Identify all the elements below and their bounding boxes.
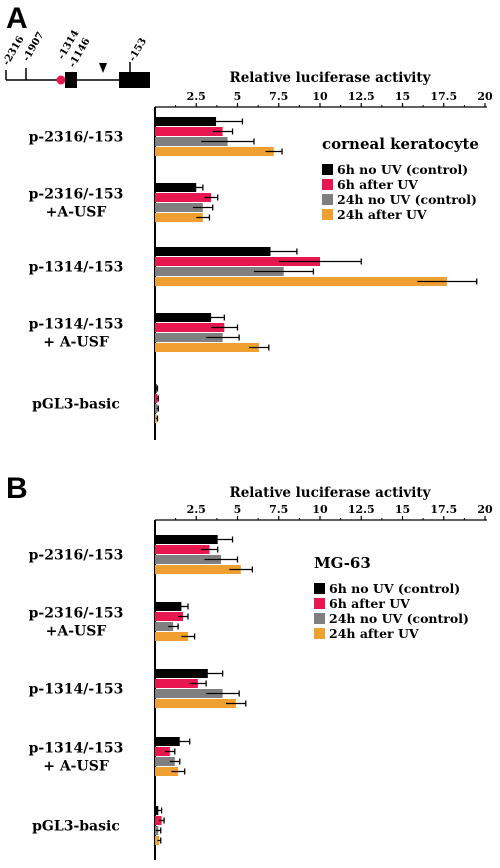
legend-label: 24h no UV (control) bbox=[337, 192, 477, 207]
bar bbox=[155, 137, 228, 146]
legend-label: 24h after UV bbox=[329, 626, 419, 641]
category-label: pGL3-basic bbox=[32, 819, 120, 835]
chart-mg63: Relative luciferase activity 2.5 5 7.5 10 12.… bbox=[29, 485, 493, 860]
legend-swatch bbox=[322, 164, 333, 175]
bar bbox=[155, 632, 188, 641]
triangle-marker bbox=[99, 63, 107, 73]
category-label: pGL3-basic bbox=[32, 397, 120, 413]
bar bbox=[155, 127, 223, 136]
bar bbox=[155, 267, 284, 276]
bar bbox=[155, 535, 218, 544]
legend-label: 24h no UV (control) bbox=[329, 611, 469, 626]
legend-title: corneal keratocyte bbox=[322, 135, 479, 153]
x-tick-label: 7.5 bbox=[269, 90, 288, 103]
legend-swatch bbox=[322, 209, 333, 220]
chart-corneal-keratocyte: Relative luciferase activity 2.5 5 7.5 10 12.… bbox=[29, 70, 493, 440]
x-tick-label: 17.5 bbox=[430, 90, 457, 103]
bar bbox=[155, 602, 182, 611]
x-tick-label: 2.5 bbox=[187, 90, 206, 103]
exon-box bbox=[119, 72, 150, 88]
bar bbox=[155, 117, 217, 126]
x-tick-label: 15 bbox=[395, 90, 410, 103]
gene-map-label: -1907 bbox=[21, 30, 47, 63]
bar bbox=[155, 333, 223, 342]
bar bbox=[155, 767, 179, 776]
bar bbox=[155, 669, 208, 678]
bar bbox=[155, 277, 448, 286]
category-label: p-2316/-153 bbox=[29, 187, 124, 203]
bar bbox=[155, 343, 259, 352]
bar bbox=[155, 545, 210, 554]
bar bbox=[155, 404, 158, 413]
x-tick-label: 10 bbox=[312, 90, 328, 103]
bar bbox=[155, 394, 158, 403]
bar bbox=[155, 183, 197, 192]
category-label: p-1314/-153 bbox=[29, 741, 124, 757]
x-tick-label: 5 bbox=[234, 90, 242, 103]
category-label: + A-USF bbox=[43, 759, 109, 775]
bar bbox=[155, 699, 236, 708]
category-label: +A-USF bbox=[46, 205, 107, 221]
category-label: p-2316/-153 bbox=[29, 130, 124, 146]
bar bbox=[155, 555, 221, 564]
bar bbox=[155, 203, 203, 212]
promoter-map: -2316 -1907 -1314 -1146 -153 bbox=[1, 28, 150, 88]
panel-b-letter: B bbox=[6, 472, 28, 505]
gene-map-label: -2316 bbox=[1, 34, 27, 67]
legend-swatch bbox=[322, 194, 333, 205]
legend-label: 6h no UV (control) bbox=[337, 162, 468, 177]
bar bbox=[155, 679, 198, 688]
legend-swatch bbox=[314, 598, 325, 609]
bar bbox=[155, 193, 212, 202]
x-tick-label: 5 bbox=[234, 503, 242, 516]
bar bbox=[155, 313, 212, 322]
x-tick-label: 20 bbox=[477, 503, 493, 516]
bar bbox=[155, 757, 175, 766]
bar bbox=[155, 816, 162, 825]
bar bbox=[155, 747, 170, 756]
x-tick-label: 17.5 bbox=[430, 503, 457, 516]
category-label: p-2316/-153 bbox=[29, 606, 124, 622]
gene-map-label: -153 bbox=[127, 36, 149, 63]
legend-label: 6h after UV bbox=[329, 596, 410, 611]
legend-swatch bbox=[322, 179, 333, 190]
x-tick-label: 15 bbox=[395, 503, 410, 516]
legend-label: 6h after UV bbox=[337, 177, 418, 192]
x-tick-label: 10 bbox=[312, 503, 328, 516]
x-tick-label: 20 bbox=[477, 90, 493, 103]
x-axis-title: Relative luciferase activity bbox=[229, 70, 431, 86]
panel-a-letter: A bbox=[6, 2, 28, 35]
bar bbox=[155, 612, 184, 621]
x-tick-label: 12.5 bbox=[348, 90, 375, 103]
x-axis-title: Relative luciferase activity bbox=[229, 485, 431, 501]
usf-site-marker bbox=[56, 75, 66, 85]
bar bbox=[155, 565, 241, 574]
exon-box bbox=[65, 72, 77, 88]
legend-swatch bbox=[314, 583, 325, 594]
category-label: p-2316/-153 bbox=[29, 548, 124, 564]
bar bbox=[155, 147, 274, 156]
legend-label: 24h after UV bbox=[337, 207, 427, 222]
legend-label: 6h no UV (control) bbox=[329, 581, 460, 596]
bar bbox=[155, 323, 225, 332]
category-label: +A-USF bbox=[46, 624, 107, 640]
bar bbox=[155, 213, 203, 222]
category-label: p-1314/-153 bbox=[29, 260, 124, 276]
legend-title: MG-63 bbox=[314, 554, 371, 572]
bar bbox=[155, 737, 180, 746]
x-tick-label: 7.5 bbox=[269, 503, 288, 516]
legend-swatch bbox=[314, 628, 325, 639]
bar bbox=[155, 257, 320, 266]
category-label: p-1314/-153 bbox=[29, 682, 124, 698]
bar bbox=[155, 247, 271, 256]
bar bbox=[155, 836, 160, 845]
category-label: p-1314/-153 bbox=[29, 317, 124, 333]
x-tick-label: 12.5 bbox=[348, 503, 375, 516]
x-tick-label: 2.5 bbox=[187, 503, 206, 516]
category-label: + A-USF bbox=[43, 335, 109, 351]
bar bbox=[155, 622, 174, 631]
legend-swatch bbox=[314, 613, 325, 624]
bar bbox=[155, 689, 223, 698]
